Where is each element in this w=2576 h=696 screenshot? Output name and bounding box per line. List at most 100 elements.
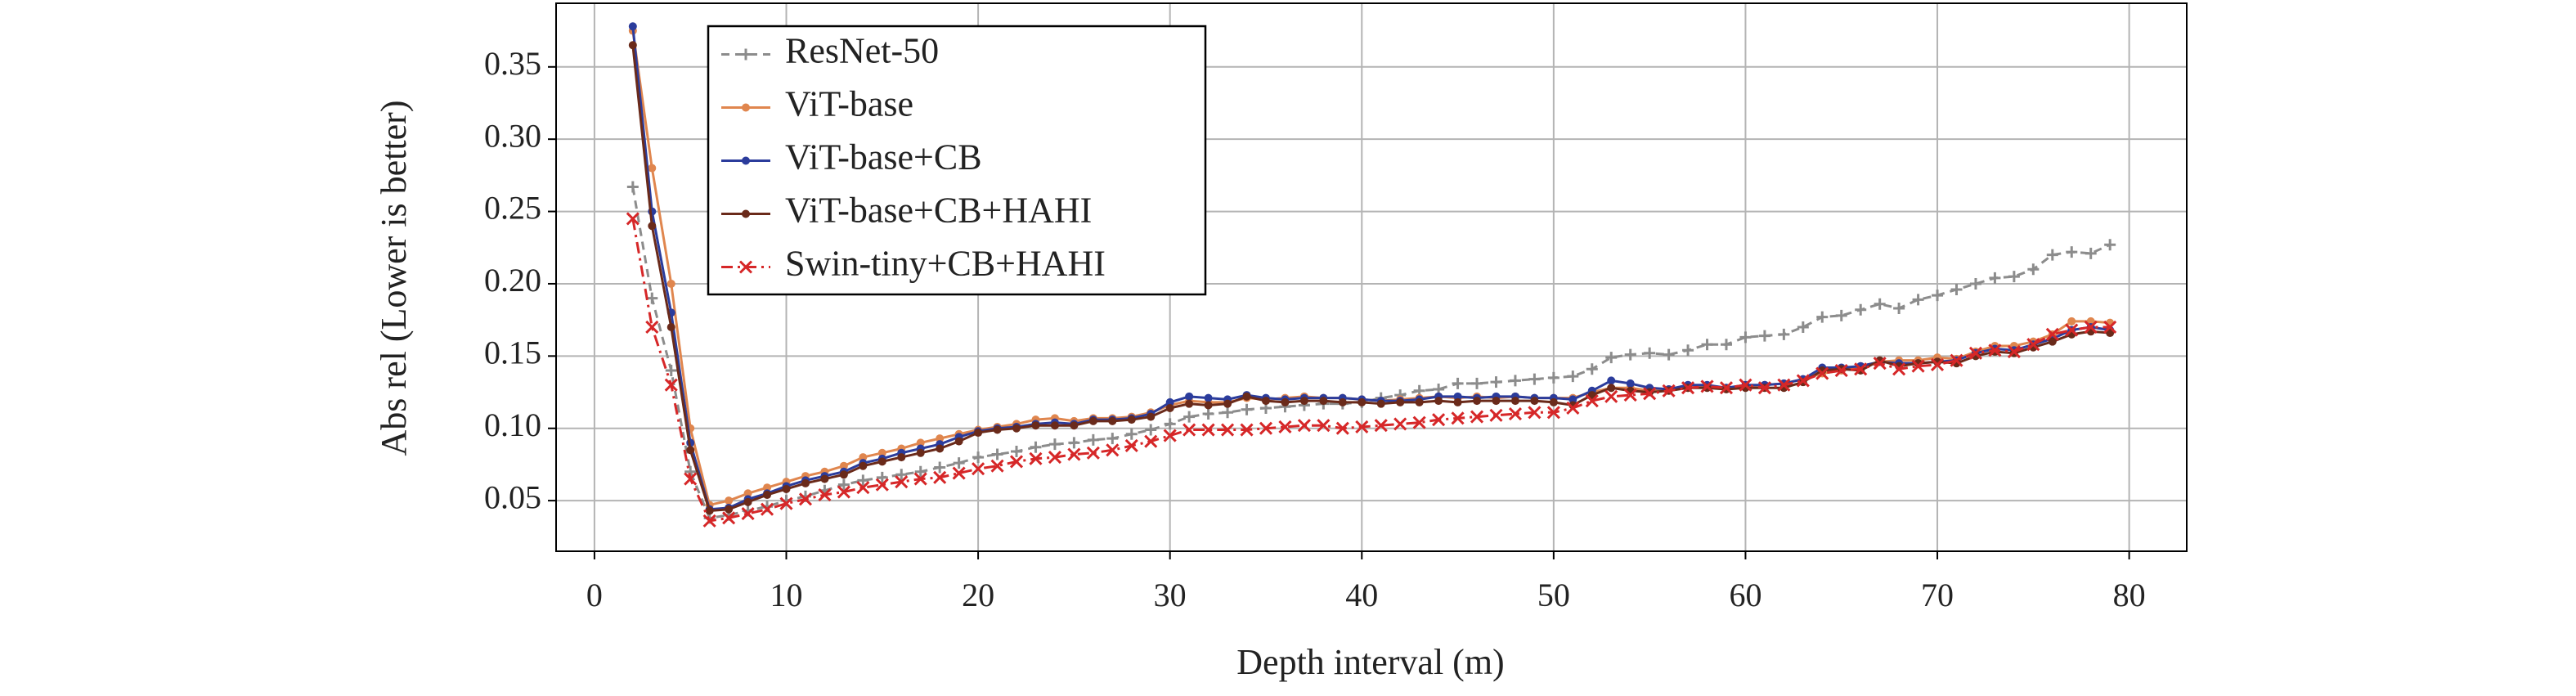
legend-label: Swin-tiny+CB+HAHI (785, 244, 1106, 284)
marker (1259, 421, 1273, 435)
marker (837, 485, 850, 499)
marker (1607, 384, 1616, 393)
marker (1892, 362, 1906, 376)
marker (1528, 373, 1541, 385)
marker (738, 260, 753, 274)
marker (2066, 246, 2078, 258)
marker (1473, 397, 1482, 406)
marker (626, 212, 640, 226)
marker (1644, 347, 1656, 359)
marker (1317, 419, 1331, 433)
marker (1030, 441, 1042, 453)
marker (645, 320, 659, 335)
marker (1067, 447, 1081, 461)
marker (839, 470, 848, 479)
marker (1643, 387, 1657, 401)
marker (648, 164, 657, 173)
x-tick-label: 70 (1921, 577, 1954, 613)
marker (2026, 338, 2040, 352)
marker (1626, 379, 1635, 388)
marker (1278, 420, 1292, 434)
marker (1854, 362, 1868, 376)
marker (1530, 397, 1539, 406)
marker (1700, 379, 1714, 393)
y-tick-label: 0.30 (484, 117, 541, 154)
marker (972, 462, 985, 476)
marker (1720, 339, 1732, 351)
marker (1223, 399, 1232, 408)
marker (1070, 421, 1079, 430)
marker (1453, 397, 1462, 406)
marker (1393, 417, 1407, 431)
y-axis-label: Abs rel (Lower is better) (374, 101, 414, 456)
marker (1011, 446, 1023, 458)
marker (1912, 294, 1924, 306)
marker (839, 461, 848, 470)
marker (1087, 433, 1099, 446)
marker (665, 365, 677, 377)
marker (990, 459, 1004, 473)
marker (1605, 352, 1618, 364)
marker (895, 469, 908, 481)
marker (763, 483, 772, 492)
marker (877, 448, 886, 457)
marker (1682, 344, 1694, 357)
marker (2104, 239, 2116, 251)
y-tick-label: 0.25 (484, 190, 541, 227)
marker (1855, 303, 1867, 316)
marker (628, 22, 637, 31)
marker (1873, 357, 1887, 370)
marker (2103, 320, 2117, 335)
marker (1893, 303, 1905, 315)
marker (1816, 311, 1829, 323)
marker (1165, 403, 1174, 412)
marker (1086, 446, 1100, 460)
marker (1335, 421, 1349, 435)
marker (936, 434, 945, 443)
marker (1125, 428, 1138, 440)
marker (1048, 438, 1061, 451)
marker (1796, 374, 1810, 388)
marker (1376, 399, 1385, 408)
y-tick-label: 0.35 (484, 45, 541, 82)
marker (1201, 423, 1215, 437)
marker (1547, 371, 1560, 384)
marker (991, 448, 1003, 460)
legend-label: ViT-base (785, 84, 913, 124)
marker (1163, 429, 1177, 442)
marker (1452, 377, 1464, 389)
series-4 (626, 212, 2117, 528)
marker (1739, 378, 1752, 392)
marker (1546, 406, 1560, 420)
marker (1222, 406, 1234, 419)
marker (779, 496, 793, 510)
marker (1412, 415, 1426, 429)
marker (763, 491, 772, 500)
marker (1220, 423, 1235, 437)
marker (897, 453, 906, 462)
marker (875, 478, 889, 492)
marker (974, 429, 983, 438)
marker (742, 209, 750, 218)
marker (1932, 290, 1944, 302)
marker (1470, 410, 1484, 424)
marker (1202, 408, 1214, 420)
marker (1969, 277, 1981, 290)
marker (1950, 353, 1963, 367)
marker (1739, 331, 1752, 344)
marker (782, 484, 791, 493)
marker (895, 475, 909, 489)
legend-box (707, 25, 1207, 296)
marker (1029, 451, 1043, 465)
marker (916, 448, 925, 457)
marker (1299, 397, 1308, 406)
marker (743, 497, 752, 506)
marker (972, 451, 985, 464)
legend-label: ViT-base+CB (785, 137, 982, 177)
marker (742, 103, 750, 112)
marker (2065, 323, 2079, 337)
marker (1701, 339, 1713, 351)
x-tick-label: 60 (1729, 577, 1761, 613)
marker (1183, 411, 1196, 423)
marker (1106, 433, 1119, 445)
